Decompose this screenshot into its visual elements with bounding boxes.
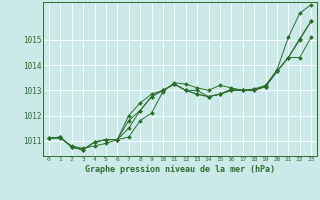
- X-axis label: Graphe pression niveau de la mer (hPa): Graphe pression niveau de la mer (hPa): [85, 165, 275, 174]
